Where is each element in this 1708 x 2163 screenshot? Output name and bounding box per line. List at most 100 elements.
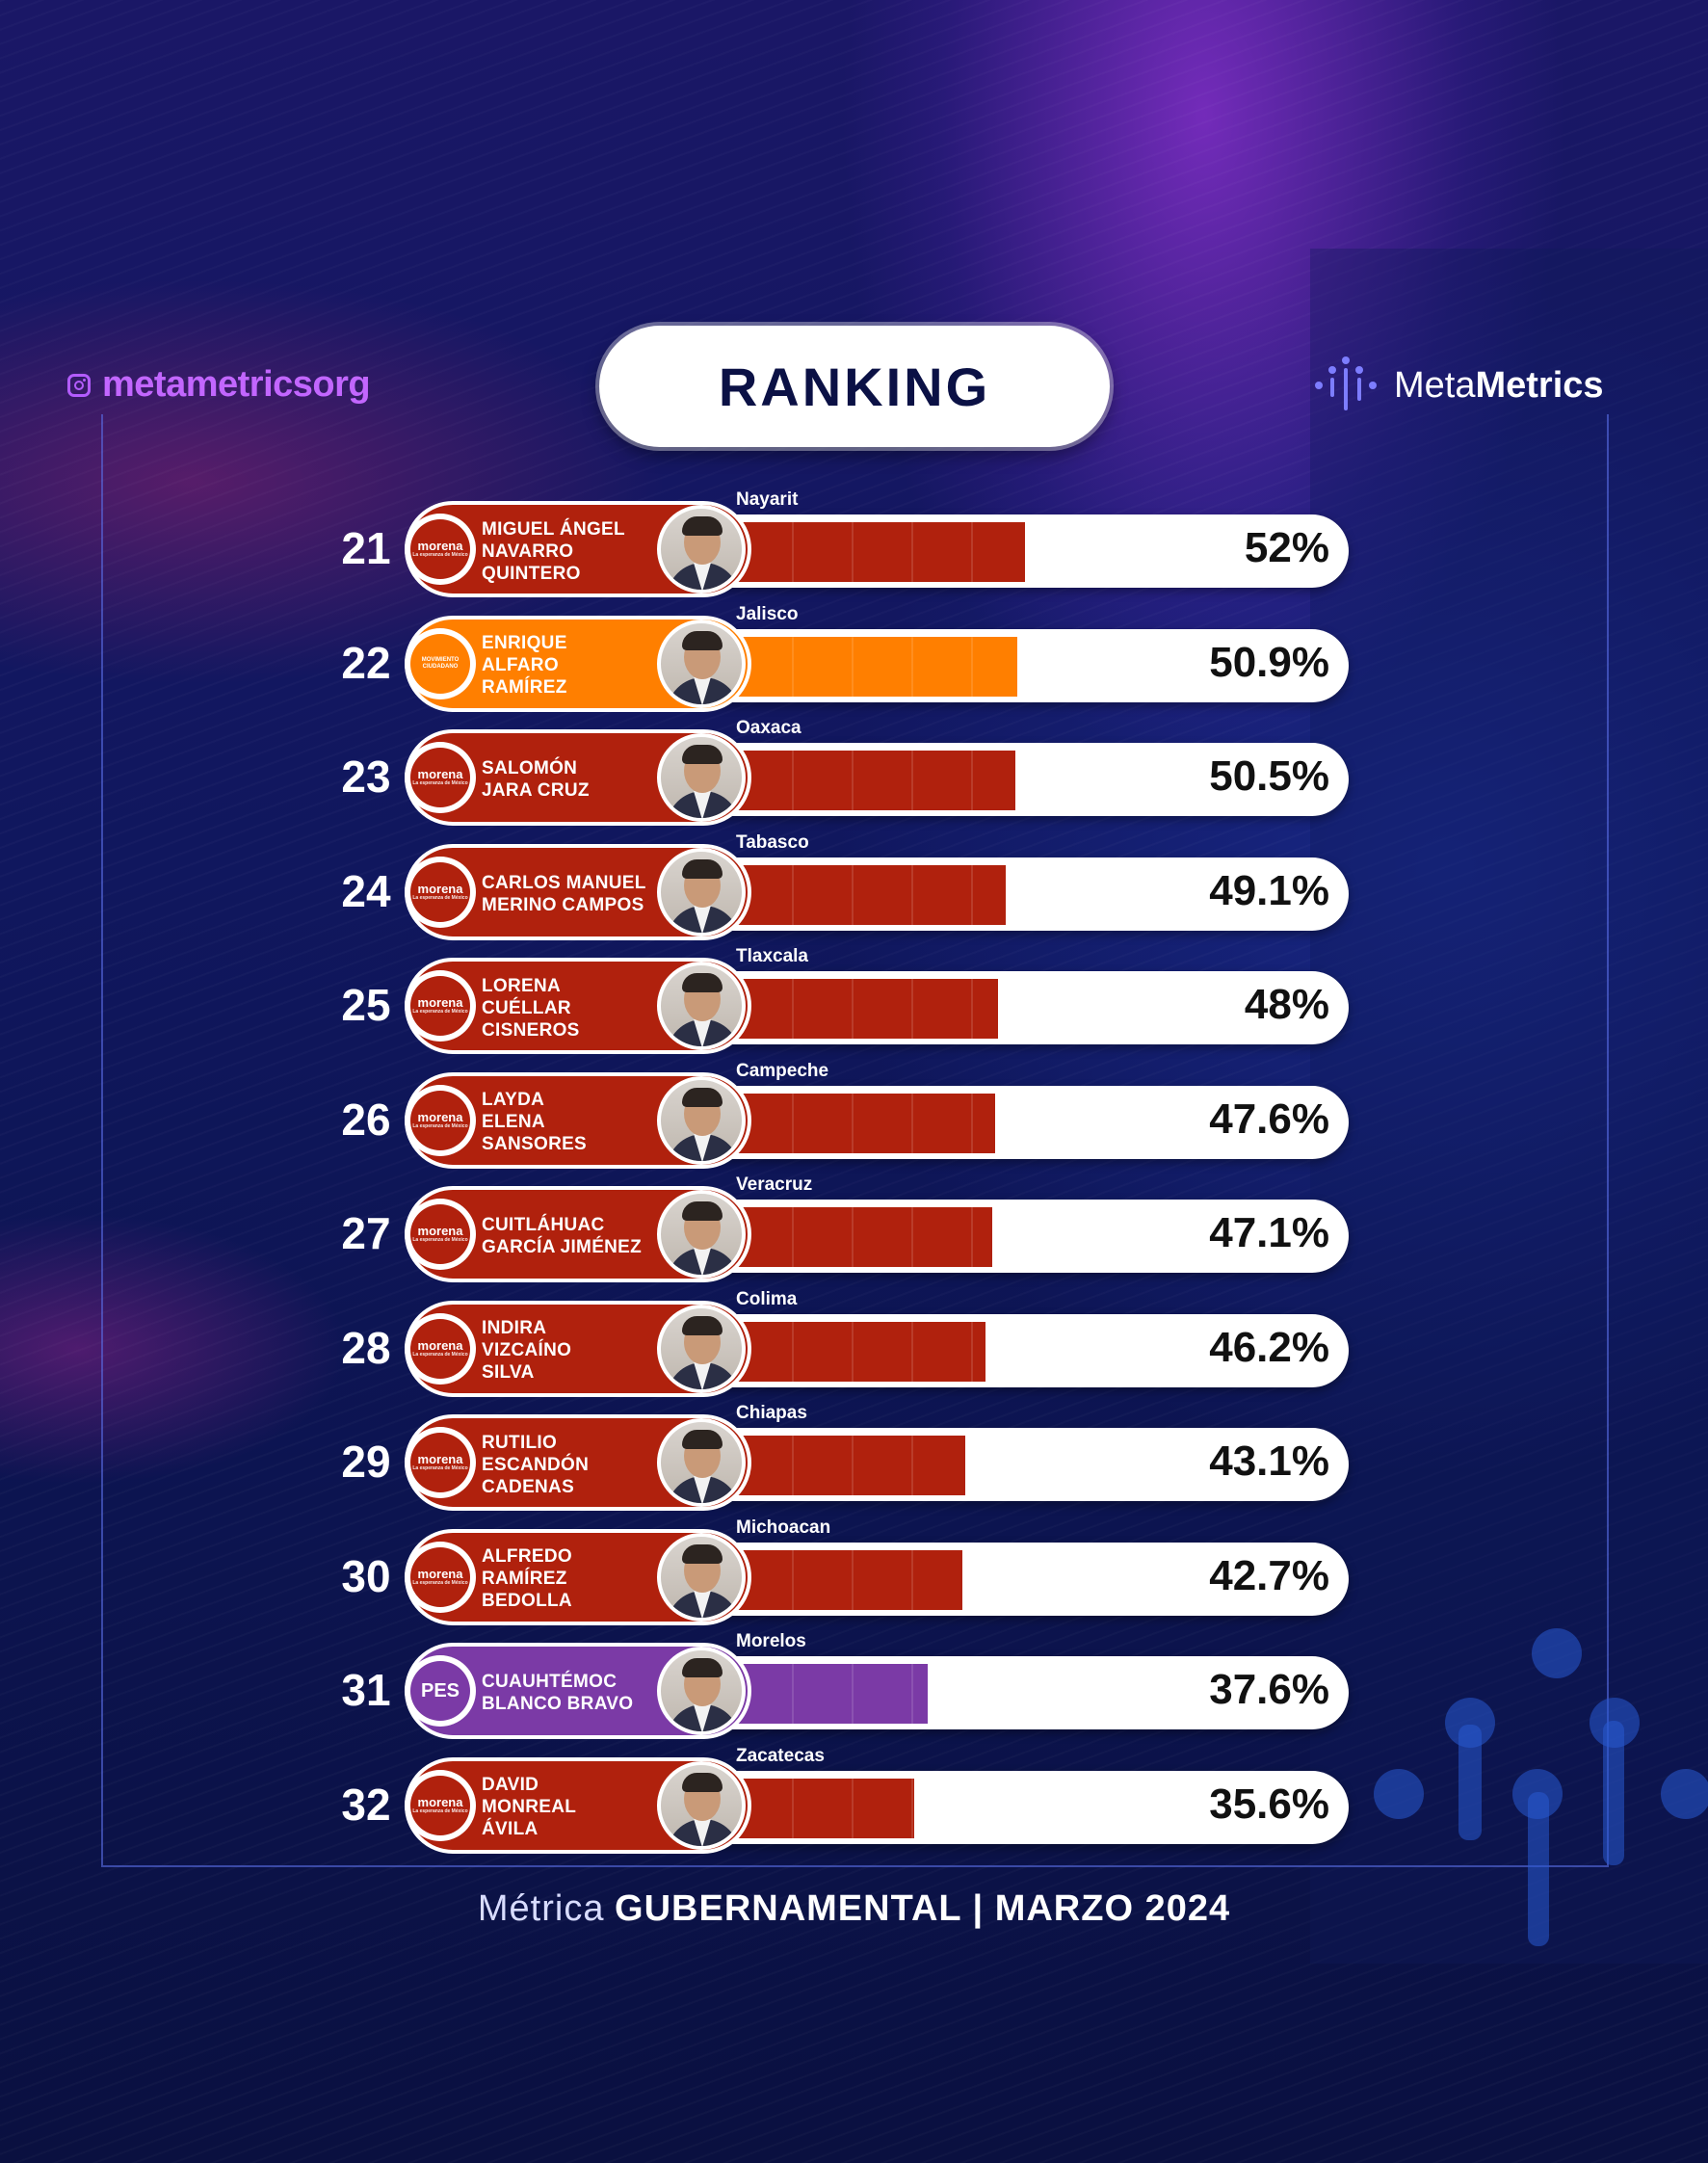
rank-number: 31 <box>341 1665 391 1715</box>
rank-number: 27 <box>341 1208 391 1258</box>
chart-title: RANKING <box>718 356 991 417</box>
party-label: morena <box>417 881 463 896</box>
decor-bar <box>1528 1792 1549 1946</box>
party-label: morena <box>417 1337 463 1353</box>
metametrics-logo-icon <box>1315 351 1384 420</box>
state-label: Nayarit <box>736 489 799 510</box>
candidate-photo <box>657 733 746 822</box>
footer-light: Métrica <box>477 1888 605 1929</box>
candidate-name: INDIRA VIZCAÍNO SILVA <box>482 1318 572 1383</box>
rank-number: 21 <box>341 523 391 573</box>
candidate-name: LORENA CUÉLLAR CISNEROS <box>482 975 580 1041</box>
ranking-row: 32 DAVID MONREAL ÁVILA morena La esperanza … <box>0 1746 1708 1854</box>
party-logo-icon: morena La esperanza de México <box>405 970 476 1042</box>
party-slogan: La esperanza de México <box>412 1465 468 1471</box>
rank-number: 32 <box>341 1779 391 1830</box>
party-logo-inner: morena La esperanza de México <box>410 519 470 579</box>
ranking-row: 26 LAYDA ELENA SANSORES morena La esperanza… <box>0 1061 1708 1169</box>
party-label: morena <box>417 767 463 781</box>
state-label: Chiapas <box>736 1403 807 1423</box>
title-pill: RANKING <box>599 326 1110 447</box>
candidate-photo <box>657 1532 746 1622</box>
party-logo-inner: morena La esperanza de México <box>410 1318 470 1379</box>
party-slogan: La esperanza de México <box>412 1009 468 1015</box>
party-label: morena <box>417 539 463 553</box>
candidate-name: DAVID MONREAL ÁVILA <box>482 1775 577 1839</box>
candidate-photo <box>657 1760 746 1850</box>
party-logo-inner: morena La esperanza de México <box>410 1090 470 1150</box>
party-label: PES <box>420 1680 460 1701</box>
brand-name: MetaMetrics <box>1394 364 1604 406</box>
rank-number: 24 <box>341 865 391 916</box>
candidate-name: SALOMÓN JARA CRUZ <box>482 758 590 801</box>
state-label: Zacatecas <box>736 1745 825 1766</box>
party-label: MOVIMIENTO CIUDADANO <box>421 656 460 670</box>
candidate-name: RUTILIO ESCANDÓN CADENAS <box>482 1432 590 1497</box>
candidate-photo <box>657 1304 746 1393</box>
decor-dot <box>1374 1769 1424 1819</box>
party-label: morena <box>417 1109 463 1124</box>
party-logo-inner: morena La esperanza de México <box>410 1775 470 1835</box>
party-logo-icon: morena La esperanza de México <box>405 742 476 813</box>
state-label: Michoacan <box>736 1517 831 1538</box>
rank-number: 29 <box>341 1437 391 1487</box>
party-logo-inner: morena La esperanza de México <box>410 1433 470 1492</box>
party-logo-inner: morena La esperanza de México <box>410 976 470 1036</box>
party-label: morena <box>417 1794 463 1809</box>
party-slogan: La esperanza de México <box>412 1807 468 1814</box>
party-logo-icon: morena La esperanza de México <box>405 1427 476 1498</box>
percentage-label: 50.5% <box>1209 752 1329 800</box>
candidate-photo <box>657 1190 746 1279</box>
party-slogan: La esperanza de México <box>412 552 468 558</box>
party-label: morena <box>417 1452 463 1466</box>
frame-border <box>101 414 1609 1867</box>
background-panel <box>1310 249 1708 1964</box>
party-label: morena <box>417 1224 463 1238</box>
percentage-label: 46.2% <box>1209 1323 1329 1371</box>
ranking-row: 29 RUTILIO ESCANDÓN CADENAS morena La esper… <box>0 1403 1708 1511</box>
instagram-handle[interactable]: metametricsorg <box>67 364 371 406</box>
decor-bar <box>1603 1721 1624 1865</box>
party-logo-icon: morena La esperanza de México <box>405 1541 476 1613</box>
rank-number: 23 <box>341 752 391 802</box>
party-slogan: La esperanza de México <box>412 1579 468 1586</box>
candidate-name: ENRIQUE ALFARO RAMÍREZ <box>482 633 567 698</box>
candidate-name: CUAUHTÉMOC BLANCO BRAVO <box>482 1672 634 1714</box>
party-logo-inner: morena La esperanza de México <box>410 1546 470 1607</box>
ranking-row: 25 LORENA CUÉLLAR CISNEROS morena La espera… <box>0 946 1708 1054</box>
decor-bar <box>1458 1725 1482 1840</box>
brand-logo: MetaMetrics <box>1315 351 1604 420</box>
ranking-row: 27 CUITLÁHUAC GARCÍA JIMÉNEZ morena La espe… <box>0 1174 1708 1282</box>
percentage-label: 48% <box>1244 981 1329 1028</box>
state-label: Oaxaca <box>736 718 801 738</box>
party-slogan: La esperanza de México <box>412 1237 468 1243</box>
state-label: Tlaxcala <box>736 946 808 966</box>
percentage-label: 42.7% <box>1209 1551 1329 1599</box>
candidate-photo <box>657 1647 746 1735</box>
party-logo-icon: morena La esperanza de México <box>405 856 476 928</box>
rank-number: 30 <box>341 1550 391 1601</box>
ranking-row: 22 ENRIQUE ALFARO RAMÍREZ MOVIMIENTO CIUDA… <box>0 604 1708 712</box>
percentage-label: 47.6% <box>1209 1095 1329 1143</box>
handle-text: metametricsorg <box>102 364 371 405</box>
decor-dot <box>1661 1769 1708 1819</box>
candidate-name: MIGUEL ÁNGEL NAVARRO QUINTERO <box>482 518 625 584</box>
party-slogan: La esperanza de México <box>412 1351 468 1358</box>
rank-number: 22 <box>341 637 391 688</box>
candidate-photo <box>657 505 746 594</box>
party-label: morena <box>417 1566 463 1581</box>
state-label: Colima <box>736 1288 798 1309</box>
percentage-label: 35.6% <box>1209 1780 1329 1828</box>
party-logo-icon: morena La esperanza de México <box>405 1312 476 1385</box>
party-logo-icon: MOVIMIENTO CIUDADANO <box>405 627 476 699</box>
party-logo-icon: morena La esperanza de México <box>405 514 476 585</box>
percentage-label: 47.1% <box>1209 1209 1329 1256</box>
party-slogan: La esperanza de México <box>412 780 468 786</box>
state-label: Campeche <box>736 1060 829 1081</box>
ranking-row: 30 ALFREDO RAMÍREZ BEDOLLA morena La espera… <box>0 1517 1708 1625</box>
rank-number: 25 <box>341 980 391 1030</box>
party-slogan: La esperanza de México <box>412 894 468 901</box>
candidate-name: CUITLÁHUAC GARCÍA JIMÉNEZ <box>482 1215 643 1257</box>
percentage-label: 52% <box>1244 524 1329 571</box>
percentage-label: 37.6% <box>1209 1666 1329 1713</box>
